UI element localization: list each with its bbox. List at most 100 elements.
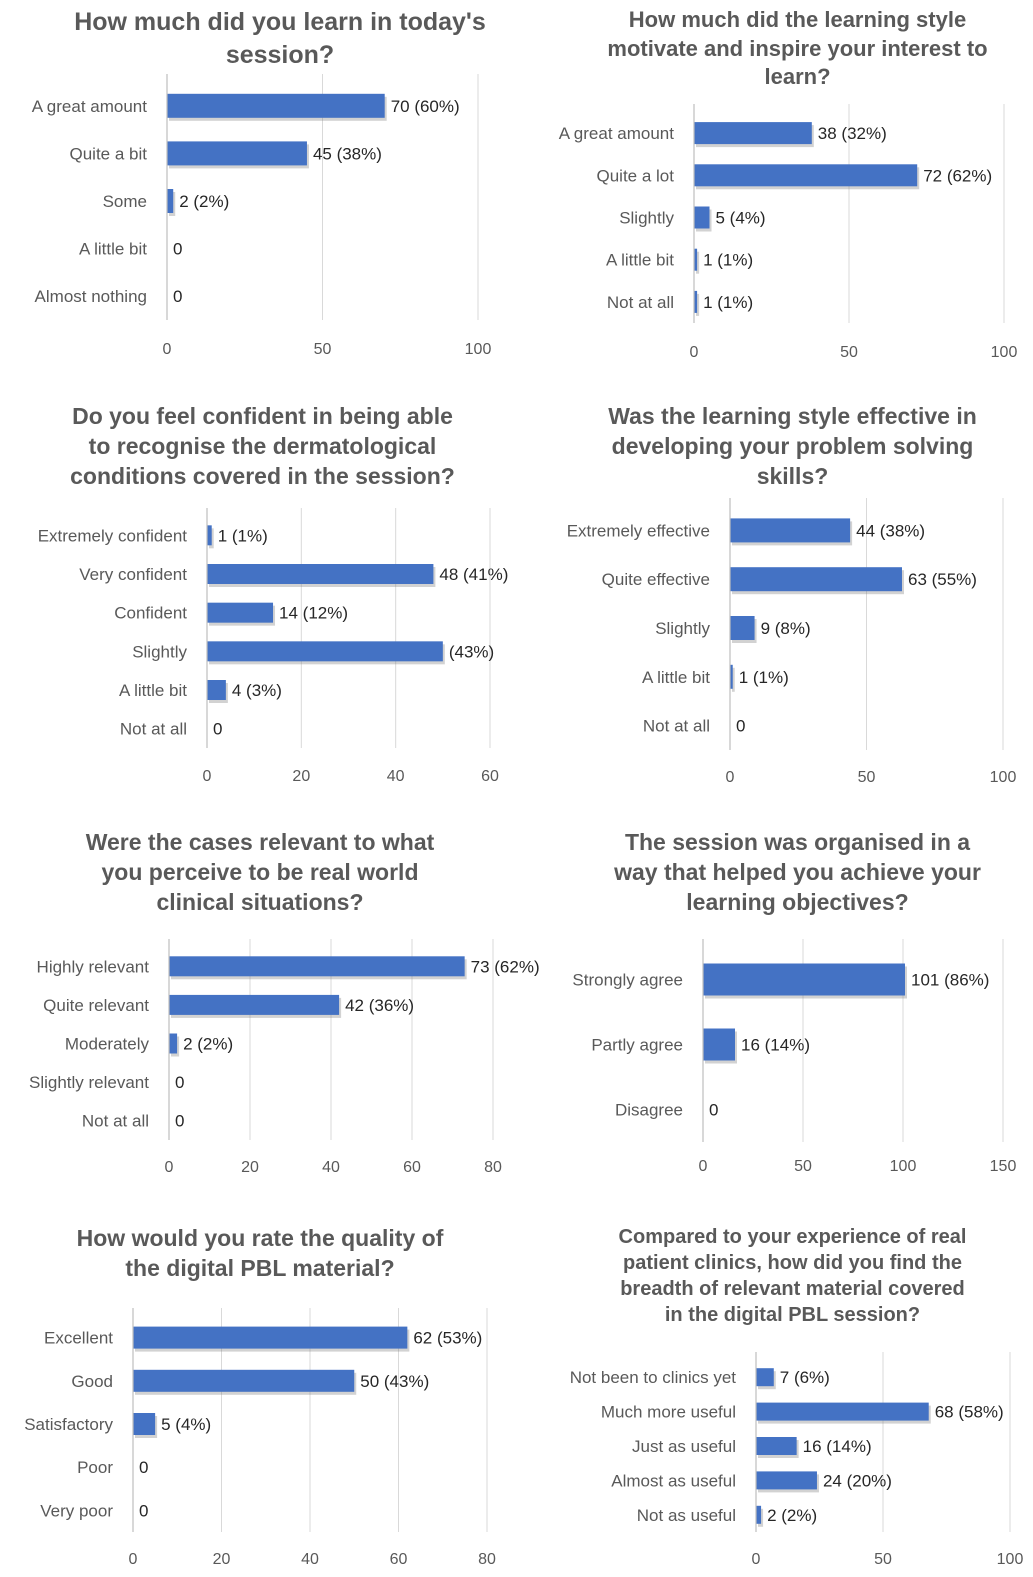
bar [133,1413,156,1435]
chart-relevance: 0 20 40 60 80 Highly relevant 73 (62%) Quite re… [29,939,540,1176]
bar [694,290,698,313]
chart-title: How much did you learn in today's sessio… [0,6,560,71]
category-label: A little bit [79,240,147,259]
bar [207,525,212,546]
data-label: 101 (86%) [911,971,989,990]
data-label: 70 (60%) [391,97,460,116]
chart-breadth: 0 50 100 Not been to clinics yet 7 (6%) Much … [570,1352,1024,1568]
category-label: A little bit [119,681,187,700]
data-label: 50 (43%) [360,1372,429,1391]
chart-confidence: 0 20 40 60 Extremely confident 1 (1%) Very con… [38,508,508,785]
bar [730,616,755,640]
chart-panel-problem-solving: Was the learning style effective in deve… [520,390,1033,790]
chart-panel-confidence: Do you feel confident in being able to r… [0,390,520,790]
bar [756,1368,774,1387]
chart-title-line: Was the learning style effective in [608,403,977,429]
x-tick-label: 0 [203,768,212,785]
data-label: 0 [709,1101,718,1120]
chart-panel-relevance: Were the cases relevant to what you perc… [0,822,540,1182]
x-tick-label: 100 [997,1551,1024,1568]
bar [694,206,710,229]
category-label: Extremely effective [567,521,710,540]
category-label: Slightly [655,619,710,638]
data-label: 2 (2%) [767,1506,817,1525]
chart-title-line: patient clinics, how did you find the [623,1252,962,1274]
x-tick-label: 40 [301,1551,319,1568]
category-label: Slightly [619,209,674,228]
bar [730,664,733,689]
category-label: A little bit [642,668,710,687]
data-label: 2 (2%) [183,1035,233,1054]
bar [756,1437,797,1455]
chart-title-line: Were the cases relevant to what [85,829,435,855]
category-label: Slightly [132,642,187,661]
chart-title-line: way that helped you achieve your [614,858,981,885]
x-tick-label: 100 [990,769,1017,786]
x-tick-label: 0 [163,341,172,358]
category-label: A little bit [606,251,674,270]
chart-title-line: skills? [756,462,829,489]
data-label: 0 [736,717,745,736]
data-label: 0 [175,1073,184,1092]
bar [756,1402,929,1421]
x-tick-label: 60 [403,1159,421,1176]
data-label: 16 (14%) [803,1437,872,1456]
x-tick-label: 50 [858,769,876,786]
chart-title-line: breadth of relevant material covered [620,1278,965,1300]
data-label: 5 (4%) [161,1415,211,1434]
chart-quality: 0 20 40 60 80 Excellent 62 (53%) Good 50 (43%) Sa… [24,1308,496,1568]
chart-panel-learned: How much did you learn in today's sessio… [0,0,520,380]
x-tick-label: 50 [314,341,332,358]
chart-title-line: you perceive to be real world [101,858,419,885]
data-label: 14 (12%) [279,604,348,623]
x-tick-label: 50 [874,1551,892,1568]
chart-title: The session was organised in a way that … [520,828,1033,918]
data-label: 0 [139,1458,148,1477]
chart-title-line: the digital PBL material? [125,1254,395,1281]
category-label: Quite a lot [597,166,675,185]
data-label: 1 (1%) [703,293,753,312]
category-label: Much more useful [601,1403,736,1422]
data-label: 0 [175,1112,184,1131]
x-tick-label: 0 [699,1158,708,1175]
category-label: Almost as useful [611,1471,736,1490]
category-label: Poor [77,1458,113,1477]
x-tick-label: 0 [690,344,699,361]
bar [694,164,918,187]
bar [730,567,902,592]
x-tick-label: 20 [241,1159,259,1176]
data-label: 38 (32%) [818,124,887,143]
category-label: Not at all [643,717,710,736]
chart-title-line: How would you rate the quality of [76,1225,444,1251]
bar [207,564,434,584]
category-label: Slightly relevant [29,1073,149,1092]
data-label: 0 [173,287,182,306]
category-label: Very poor [40,1501,113,1520]
chart-problem-solving: 0 50 100 Extremely effective 44 (38%) Quite e… [567,498,1017,786]
bar [694,248,698,271]
data-label: 1 (1%) [739,668,789,687]
data-label: 42 (36%) [345,996,414,1015]
x-tick-label: 100 [991,344,1018,361]
chart-title-line: The session was organised in a [624,829,971,855]
x-tick-label: 0 [129,1551,138,1568]
category-label: Not as useful [637,1506,736,1525]
category-label: A great amount [559,124,675,143]
data-label: 48 (41%) [439,565,508,584]
data-label: 16 (14%) [741,1036,810,1055]
data-label: 0 [173,240,182,259]
chart-panel-breadth: Compared to your experience of real pati… [520,1212,1033,1577]
chart-panel-organisation: The session was organised in a way that … [520,822,1033,1182]
data-label: 0 [139,1501,148,1520]
data-label: 44 (38%) [856,521,925,540]
data-label: 63 (55%) [908,570,977,589]
bar [756,1505,762,1524]
data-label: (43%) [449,642,494,661]
bar [167,141,307,166]
data-label: 24 (20%) [823,1471,892,1490]
data-label: 73 (62%) [471,957,540,976]
category-label: Highly relevant [37,957,150,976]
data-label: 9 (8%) [761,619,811,638]
category-label: Not at all [82,1112,149,1131]
chart-title-line: motivate and inspire your interest to [607,35,988,61]
